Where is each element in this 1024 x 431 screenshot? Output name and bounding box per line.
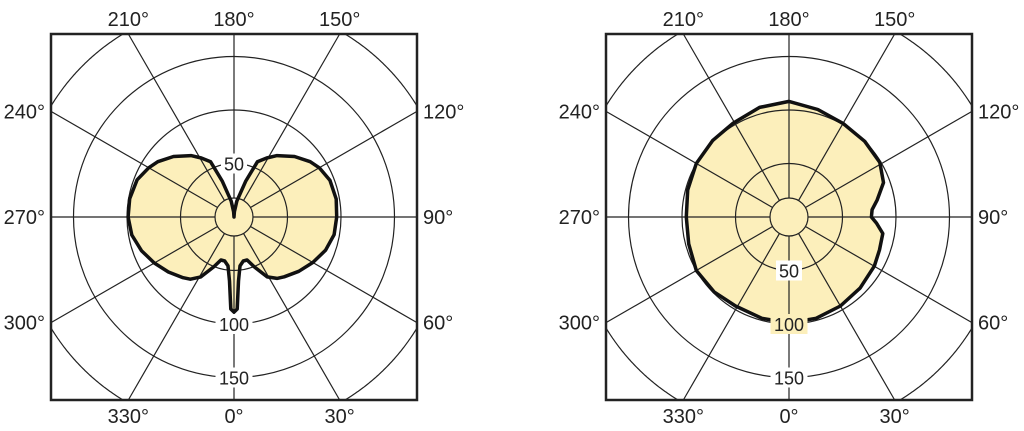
ring-label-150: 150 <box>219 369 249 389</box>
ring-label-150: 150 <box>774 369 804 389</box>
plot-frame <box>604 32 974 402</box>
angle-label-150: 150° <box>874 9 915 31</box>
grid-spoke-330 <box>127 233 226 401</box>
angle-label-150: 150° <box>319 9 360 31</box>
grid-spoke-120 <box>805 110 973 209</box>
ring-label-bg <box>221 153 247 174</box>
grid-spoke-210 <box>127 33 226 201</box>
angle-label-120: 120° <box>978 101 1019 123</box>
grid-spoke-150 <box>797 33 896 201</box>
grid-spoke-210 <box>682 33 781 201</box>
grid-spoke-60 <box>250 225 418 324</box>
grid-ring-200 <box>605 328 678 401</box>
grid-spoke-30 <box>242 233 341 401</box>
angle-label-210: 210° <box>108 9 149 31</box>
angle-label-120: 120° <box>423 101 464 123</box>
ring-label-100: 100 <box>219 315 249 335</box>
angle-label-60: 60° <box>978 313 1008 335</box>
angle-label-0: 0° <box>779 406 798 428</box>
ring-label-bg <box>770 367 808 388</box>
intensity-curve <box>684 99 886 325</box>
plot-frame <box>49 32 419 402</box>
ring-label-50: 50 <box>779 262 799 282</box>
grid-spoke-120 <box>250 110 418 209</box>
polar-chart-1: 50 100 150 0° 30° 60° 90° 120° 150° 180° 210° 240° 2… <box>4 9 465 428</box>
ring-label-100: 100 <box>774 315 804 335</box>
ring-label-bg <box>215 314 253 334</box>
grid-ring-200 <box>50 328 123 401</box>
angle-label-0: 0° <box>224 406 243 428</box>
grid-spoke-330 <box>682 233 781 401</box>
angle-label-270: 270° <box>559 207 600 229</box>
grid-ring-200 <box>345 33 418 106</box>
angle-label-240: 240° <box>4 101 45 123</box>
ring-label-bg <box>770 314 808 334</box>
angle-label-300: 300° <box>559 313 600 335</box>
angle-label-90: 90° <box>423 207 453 229</box>
angle-label-60: 60° <box>423 313 453 335</box>
grid-spoke-60 <box>805 225 973 324</box>
ring-label-50: 50 <box>224 155 244 175</box>
angle-label-330: 330° <box>108 406 149 428</box>
angle-label-240: 240° <box>559 101 600 123</box>
grid-spoke-300 <box>605 225 773 324</box>
polar-grid <box>605 33 973 401</box>
ring-label-bg <box>215 367 253 388</box>
angle-label-180: 180° <box>213 9 254 31</box>
intensity-curve-fill <box>686 101 884 323</box>
intensity-curve <box>126 153 339 314</box>
grid-ring-200 <box>900 328 973 401</box>
grid-ring-200 <box>605 33 678 106</box>
grid-spoke-150 <box>242 33 341 201</box>
grid-spoke-240 <box>605 110 773 209</box>
angle-label-90: 90° <box>978 207 1008 229</box>
grid-spoke-300 <box>50 225 218 324</box>
intensity-curve-fill <box>128 155 337 313</box>
angle-label-270: 270° <box>4 207 45 229</box>
angle-label-300: 300° <box>4 313 45 335</box>
angle-label-330: 330° <box>663 406 704 428</box>
angle-label-30: 30° <box>880 406 910 428</box>
angle-label-180: 180° <box>768 9 809 31</box>
grid-spoke-30 <box>797 233 896 401</box>
polar-chart-2: 50 100 150 0° 30° 60° 90° 120° 150° 180° 210° 240° 2… <box>559 9 1020 428</box>
angle-label-210: 210° <box>663 9 704 31</box>
angle-label-30: 30° <box>325 406 355 428</box>
grid-spoke-240 <box>50 110 218 209</box>
ring-label-bg <box>776 260 802 281</box>
grid-ring-200 <box>345 328 418 401</box>
grid-ring-200 <box>50 33 123 106</box>
grid-ring-200 <box>900 33 973 106</box>
